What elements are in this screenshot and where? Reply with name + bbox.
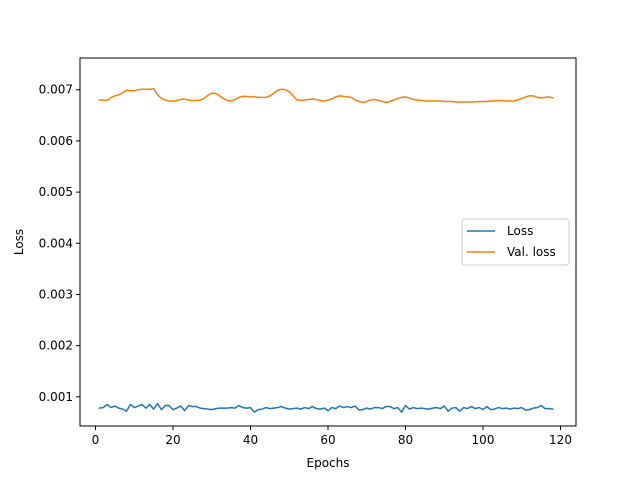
y-tick-label: 0.002 bbox=[39, 339, 73, 353]
x-tick-label: 20 bbox=[165, 433, 180, 447]
x-axis-ticks: 0 20 40 60 80 100 120 bbox=[92, 426, 572, 447]
x-tick-label: 80 bbox=[398, 433, 413, 447]
y-axis-label: Loss bbox=[12, 229, 26, 255]
x-tick-label: 0 bbox=[92, 433, 100, 447]
x-tick-label: 40 bbox=[243, 433, 258, 447]
y-tick-label: 0.001 bbox=[39, 390, 73, 404]
legend-label-val-loss: Val. loss bbox=[507, 245, 556, 259]
x-axis-label: Epochs bbox=[307, 456, 350, 470]
legend-label-loss: Loss bbox=[507, 224, 533, 238]
legend: Loss Val. loss bbox=[461, 218, 570, 266]
y-tick-label: 0.006 bbox=[39, 134, 73, 148]
series-line-val-loss bbox=[98, 87, 554, 104]
y-tick-label: 0.004 bbox=[39, 236, 73, 250]
plot-lines bbox=[98, 87, 554, 413]
y-tick-label: 0.005 bbox=[39, 185, 73, 199]
x-tick-label: 100 bbox=[472, 433, 495, 447]
series-line-loss bbox=[98, 402, 554, 413]
y-tick-label: 0.003 bbox=[39, 287, 73, 301]
x-tick-label: 60 bbox=[320, 433, 335, 447]
x-tick-label: 120 bbox=[549, 433, 572, 447]
y-tick-label: 0.007 bbox=[39, 83, 73, 97]
y-axis-ticks: 0.001 0.002 0.003 0.004 0.005 0.006 0.007 bbox=[39, 83, 80, 404]
